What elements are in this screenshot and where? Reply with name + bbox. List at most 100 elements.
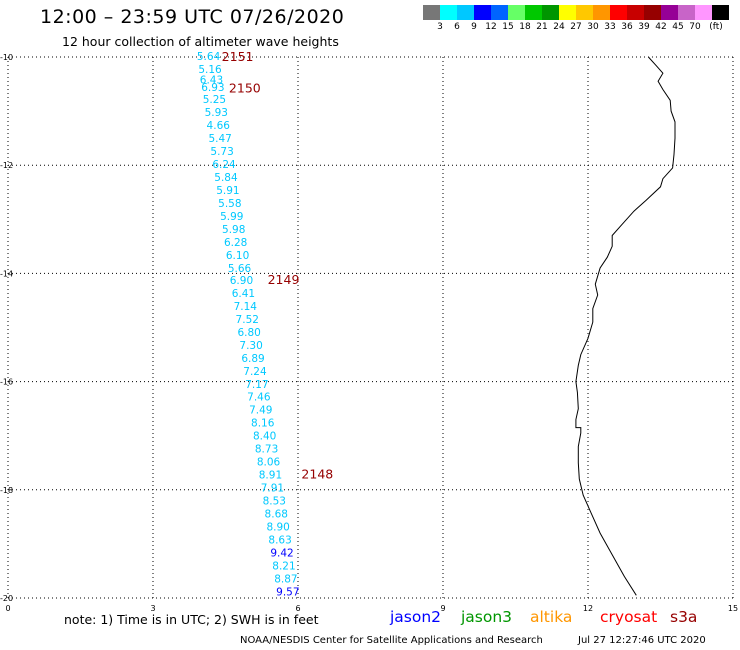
- color-swatch: [423, 5, 440, 20]
- swh-value: 5.84: [214, 172, 238, 184]
- swh-value: 5.16: [198, 64, 222, 76]
- swh-value: 4.66: [207, 120, 231, 132]
- color-scale-label: 39: [638, 22, 650, 32]
- color-swatch: [440, 5, 457, 20]
- swh-value: 6.93: [201, 82, 224, 94]
- color-scale-label: 45: [672, 22, 684, 32]
- swh-value: 6.89: [241, 353, 264, 365]
- swh-value: 6.10: [226, 250, 249, 262]
- x-tick-label: 12: [583, 604, 593, 613]
- map-title: 12:00 – 23:59 UTC 07/26/2020: [40, 6, 345, 28]
- swh-value: 6.80: [237, 327, 260, 339]
- y-tick-label: -20: [0, 594, 13, 603]
- swh-value: 6.28: [224, 237, 247, 249]
- x-tick-label: 9: [440, 604, 445, 613]
- swh-value: 8.16: [251, 418, 275, 430]
- coastline: [575, 56, 676, 596]
- swh-value: 8.21: [272, 561, 295, 573]
- color-scale-label: 42: [655, 22, 667, 32]
- track-time-label: 2148: [301, 467, 333, 482]
- x-tick-label: 0: [5, 604, 10, 613]
- satellite-label-s3a: s3a: [670, 608, 698, 626]
- color-swatch: [474, 5, 491, 20]
- swh-value: 5.58: [218, 198, 241, 210]
- swh-value: 9.57: [276, 587, 299, 599]
- color-scale-label: 18: [519, 22, 531, 32]
- wave-height-color-scale: [423, 5, 729, 20]
- swh-value: 6.24: [212, 159, 236, 171]
- satellite-label-cryosat: cryosat: [600, 608, 658, 626]
- swh-value: 6.90: [230, 275, 253, 287]
- satellite-label-jason2: jason2: [390, 608, 442, 626]
- color-swatch: [508, 5, 525, 20]
- color-swatch: [525, 5, 542, 20]
- color-scale-label: 27: [570, 22, 582, 32]
- swh-value: 8.87: [274, 574, 297, 586]
- color-swatch: [593, 5, 610, 20]
- swh-value: 8.40: [253, 431, 276, 443]
- color-scale-label: 33: [604, 22, 616, 32]
- color-scale-label: 9: [471, 22, 477, 32]
- swh-value: 7.49: [249, 405, 272, 417]
- swh-value: 5.93: [205, 107, 228, 119]
- swh-value: 5.64: [197, 51, 221, 63]
- footnote: note: 1) Time is in UTC; 2) SWH is in fe…: [64, 612, 319, 627]
- x-tick-label: 3: [150, 604, 155, 613]
- swh-value: 6.43: [200, 75, 223, 87]
- color-scale-label: 3: [437, 22, 443, 32]
- y-tick-label: -18: [0, 486, 13, 495]
- track-time-label: 2149: [268, 272, 300, 287]
- color-swatch: [678, 5, 695, 20]
- track-time-label: 2150: [229, 80, 261, 95]
- swh-value: 8.06: [257, 457, 281, 469]
- color-swatch: [610, 5, 627, 20]
- track-time-label: 2151: [222, 49, 254, 64]
- swh-value: 7.17: [245, 379, 268, 391]
- swh-value: 9.42: [270, 548, 293, 560]
- y-tick-label: -12: [0, 161, 13, 170]
- swh-value: 7.91: [261, 483, 284, 495]
- swh-value: 5.73: [210, 146, 233, 158]
- map-subtitle: 12 hour collection of altimeter wave hei…: [62, 34, 339, 49]
- color-swatch: [695, 5, 712, 20]
- swh-value: 8.63: [268, 535, 291, 547]
- color-scale-label: 21: [536, 22, 548, 32]
- swh-value: 5.47: [208, 133, 231, 145]
- generated-date: Jul 27 12:27:46 UTC 2020: [578, 635, 706, 646]
- color-scale-label: 15: [502, 22, 514, 32]
- satellite-label-altika: altika: [530, 608, 573, 626]
- satellite-label-jason3: jason3: [461, 608, 513, 626]
- color-scale-label: 30: [587, 22, 599, 32]
- swh-value: 5.25: [203, 94, 226, 106]
- y-tick-label: -10: [0, 53, 13, 62]
- y-tick-label: -16: [0, 378, 13, 387]
- swh-value: 5.98: [222, 224, 245, 236]
- swh-value: 7.14: [234, 301, 258, 313]
- color-swatch: [712, 5, 729, 20]
- color-swatch: [457, 5, 474, 20]
- color-swatch: [559, 5, 576, 20]
- color-swatch: [627, 5, 644, 20]
- color-scale-label: 24: [553, 22, 565, 32]
- swh-value: 7.24: [243, 366, 267, 378]
- color-scale-label: 36: [621, 22, 633, 32]
- swh-value: 6.41: [232, 288, 255, 300]
- color-swatch: [661, 5, 678, 20]
- swh-value: 7.46: [247, 392, 271, 404]
- color-scale-label: 12: [485, 22, 497, 32]
- swh-value: 8.91: [259, 470, 282, 482]
- x-tick-label: 6: [295, 604, 300, 613]
- swh-value: 5.66: [228, 263, 252, 275]
- color-scale-label: 70: [689, 22, 701, 32]
- color-swatch: [576, 5, 593, 20]
- swh-value: 8.73: [255, 444, 278, 456]
- color-scale-label: 6: [454, 22, 460, 32]
- color-swatch: [491, 5, 508, 20]
- x-tick-label: 15: [728, 604, 738, 613]
- y-tick-label: -14: [0, 269, 13, 278]
- swh-value: 7.30: [239, 340, 262, 352]
- swh-value: 5.99: [220, 211, 243, 223]
- color-scale-label: (ft): [709, 22, 723, 32]
- swh-value: 5.91: [216, 185, 239, 197]
